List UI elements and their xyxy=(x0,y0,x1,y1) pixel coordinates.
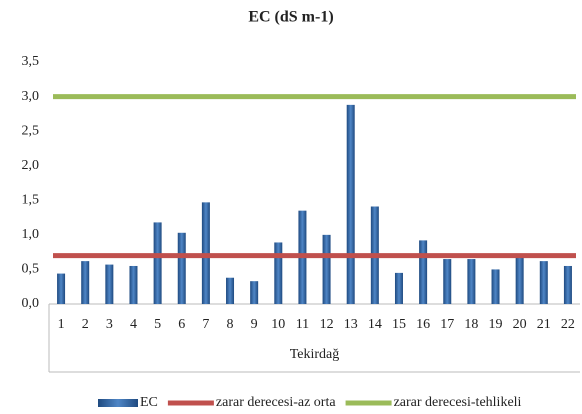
x-tick-label: 17 xyxy=(440,317,454,332)
bar xyxy=(129,265,138,304)
bar xyxy=(443,259,452,304)
x-tick-label: 8 xyxy=(227,317,234,332)
x-tick-label: 9 xyxy=(251,317,258,332)
y-tick-label: 0,5 xyxy=(22,262,40,277)
x-tick-label: 12 xyxy=(320,317,334,332)
x-tick-label: 20 xyxy=(513,317,527,332)
bar xyxy=(394,272,403,304)
legend-swatch xyxy=(98,399,138,407)
y-tick-label: 2,5 xyxy=(22,123,40,138)
x-tick-label: 7 xyxy=(202,317,209,332)
bar xyxy=(153,222,162,304)
y-tick-label: 2,0 xyxy=(22,158,40,173)
bar xyxy=(322,234,331,304)
x-tick-label: 16 xyxy=(416,317,430,332)
x-tick-label: 4 xyxy=(130,317,137,332)
x-tick-label: 18 xyxy=(464,317,478,332)
x-tick-label: 14 xyxy=(368,317,382,332)
x-tick-label: 1 xyxy=(58,317,65,332)
x-tick-label: 11 xyxy=(296,317,309,332)
x-group-label: Tekirdağ xyxy=(290,347,340,362)
bar xyxy=(346,104,355,305)
bar xyxy=(515,254,524,304)
bar xyxy=(57,273,66,304)
x-tick-label: 5 xyxy=(154,317,161,332)
bar xyxy=(81,261,90,304)
bar xyxy=(467,259,476,304)
chart-title: EC (dS m-1) xyxy=(248,9,333,26)
x-tick-label: 22 xyxy=(561,317,575,332)
bar xyxy=(563,265,572,304)
bar xyxy=(539,261,548,304)
x-tick-label: 19 xyxy=(489,317,503,332)
y-tick-label: 1,5 xyxy=(22,193,40,208)
legend-label: zarar derecesi-az orta xyxy=(216,395,336,410)
x-tick-label: 13 xyxy=(344,317,358,332)
bar xyxy=(105,264,114,304)
x-tick-label: 2 xyxy=(82,317,89,332)
x-tick-label: 3 xyxy=(106,317,113,332)
y-tick-label: 0,0 xyxy=(22,296,40,311)
y-tick-label: 1,0 xyxy=(22,227,40,242)
x-tick-label: 10 xyxy=(271,317,285,332)
bar xyxy=(177,232,186,304)
bar xyxy=(419,240,428,304)
bar xyxy=(274,242,283,304)
x-tick-label: 15 xyxy=(392,317,406,332)
bar xyxy=(250,281,259,304)
x-tick-label: 21 xyxy=(537,317,551,332)
x-tick-label: 6 xyxy=(178,317,185,332)
y-tick-label: 3,5 xyxy=(22,54,40,69)
legend-label: EC xyxy=(140,395,158,410)
legend-label: zarar derecesi-tehlikeli xyxy=(394,395,522,410)
y-tick-label: 3,0 xyxy=(22,89,40,104)
bar xyxy=(226,277,235,304)
bar xyxy=(491,269,500,304)
